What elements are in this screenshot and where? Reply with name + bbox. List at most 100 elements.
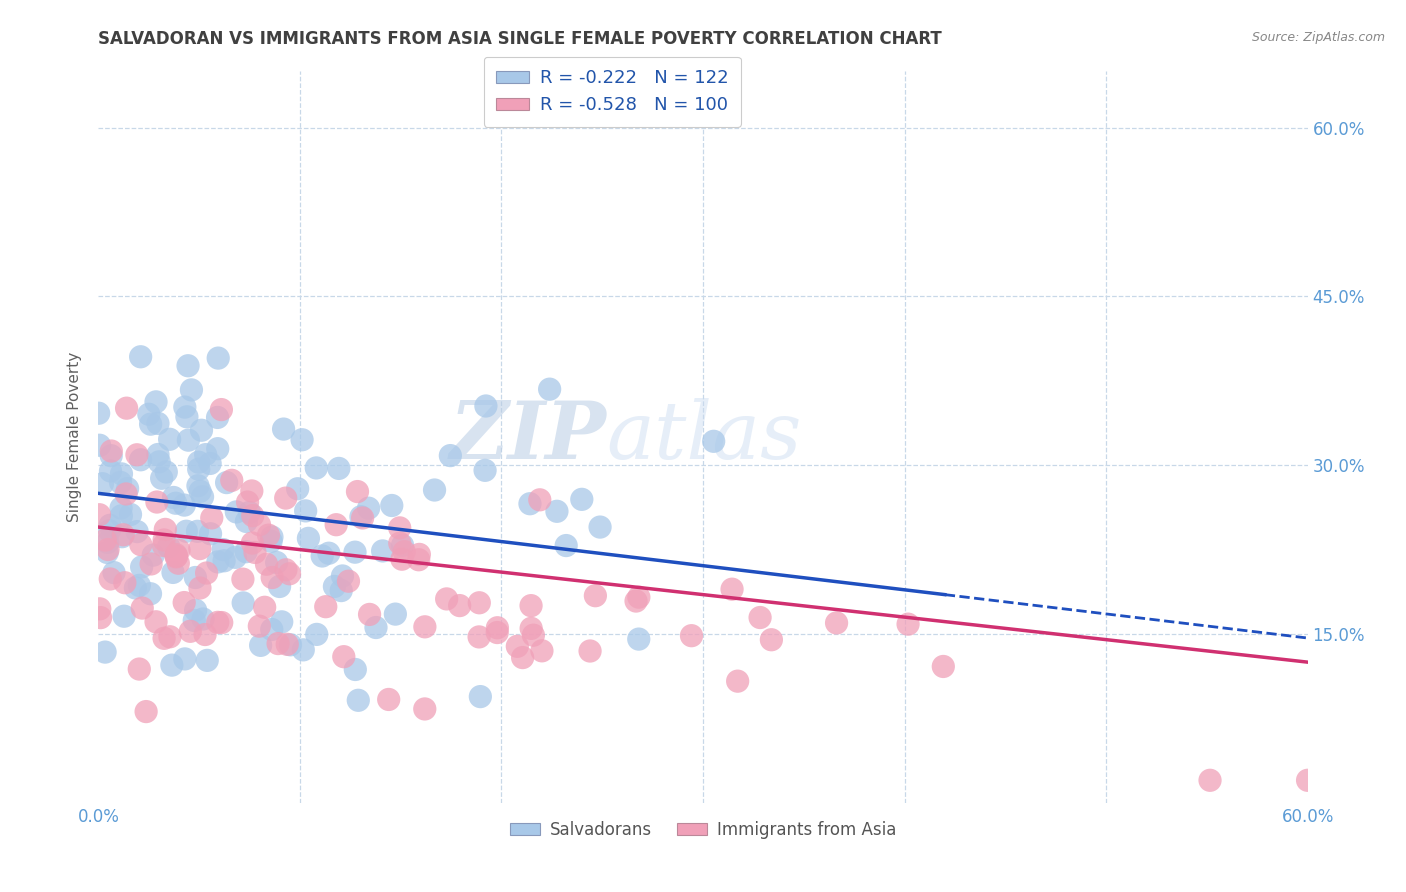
Point — [260, 530, 283, 544]
Point — [98, 518, 121, 533]
Point — [173, 400, 195, 414]
Point — [727, 674, 749, 689]
Point — [247, 619, 270, 633]
Point — [94, 533, 117, 547]
Point — [243, 545, 266, 559]
Point — [280, 638, 302, 652]
Y-axis label: Single Female Poverty: Single Female Poverty — [67, 352, 83, 522]
Point — [91, 476, 114, 491]
Point — [468, 596, 491, 610]
Point — [350, 509, 373, 524]
Point — [238, 505, 260, 519]
Point — [191, 490, 214, 504]
Point — [232, 572, 254, 586]
Point — [232, 596, 254, 610]
Point — [90, 610, 112, 624]
Point — [190, 423, 212, 437]
Point — [352, 511, 374, 525]
Point — [242, 508, 264, 523]
Point — [364, 620, 387, 634]
Point — [159, 432, 181, 446]
Point — [100, 449, 122, 463]
Point — [131, 560, 153, 574]
Point — [155, 523, 177, 537]
Point — [381, 499, 404, 513]
Point — [128, 578, 150, 592]
Point — [215, 475, 238, 490]
Point — [627, 632, 650, 646]
Point — [98, 572, 121, 586]
Point — [148, 455, 170, 469]
Point — [292, 643, 315, 657]
Point — [249, 639, 271, 653]
Point — [240, 483, 263, 498]
Point — [187, 455, 209, 469]
Point — [294, 504, 316, 518]
Text: Source: ZipAtlas.com: Source: ZipAtlas.com — [1251, 31, 1385, 45]
Point — [207, 410, 229, 425]
Point — [146, 448, 169, 462]
Point — [145, 615, 167, 629]
Point — [87, 406, 110, 420]
Point — [125, 448, 148, 462]
Point — [546, 504, 568, 518]
Point — [167, 543, 190, 558]
Point — [240, 536, 263, 550]
Point — [394, 545, 416, 559]
Point — [110, 508, 132, 523]
Point — [117, 482, 139, 496]
Point — [112, 527, 135, 541]
Point — [449, 599, 471, 613]
Point — [260, 623, 283, 637]
Point — [173, 652, 195, 666]
Point — [124, 581, 146, 595]
Point — [195, 653, 218, 667]
Point — [135, 705, 157, 719]
Point — [173, 596, 195, 610]
Point — [388, 521, 411, 535]
Point — [627, 590, 650, 604]
Point — [155, 465, 177, 479]
Point — [519, 497, 541, 511]
Point — [305, 627, 328, 641]
Point — [176, 409, 198, 424]
Point — [486, 621, 509, 635]
Point — [115, 401, 138, 416]
Point — [273, 422, 295, 436]
Point — [262, 570, 284, 584]
Point — [187, 462, 209, 476]
Point — [520, 599, 543, 613]
Point — [128, 662, 150, 676]
Point — [291, 433, 314, 447]
Point — [287, 482, 309, 496]
Point — [191, 612, 214, 626]
Point — [328, 461, 350, 475]
Point — [94, 645, 117, 659]
Point — [391, 552, 413, 566]
Point — [207, 615, 229, 630]
Point — [235, 515, 257, 529]
Point — [146, 417, 169, 431]
Point — [176, 524, 198, 539]
Point — [825, 615, 848, 630]
Point — [187, 479, 209, 493]
Point — [589, 520, 612, 534]
Point — [225, 505, 247, 519]
Point — [761, 632, 783, 647]
Text: ZIP: ZIP — [450, 399, 606, 475]
Point — [103, 566, 125, 580]
Point — [198, 457, 221, 471]
Point — [129, 350, 152, 364]
Point — [165, 496, 187, 510]
Point — [159, 630, 181, 644]
Point — [475, 399, 498, 413]
Point — [221, 473, 243, 487]
Point — [138, 407, 160, 421]
Point — [153, 632, 176, 646]
Point — [436, 591, 458, 606]
Point — [179, 624, 201, 639]
Point — [413, 620, 436, 634]
Point — [188, 581, 211, 595]
Point — [384, 607, 406, 621]
Point — [209, 402, 232, 417]
